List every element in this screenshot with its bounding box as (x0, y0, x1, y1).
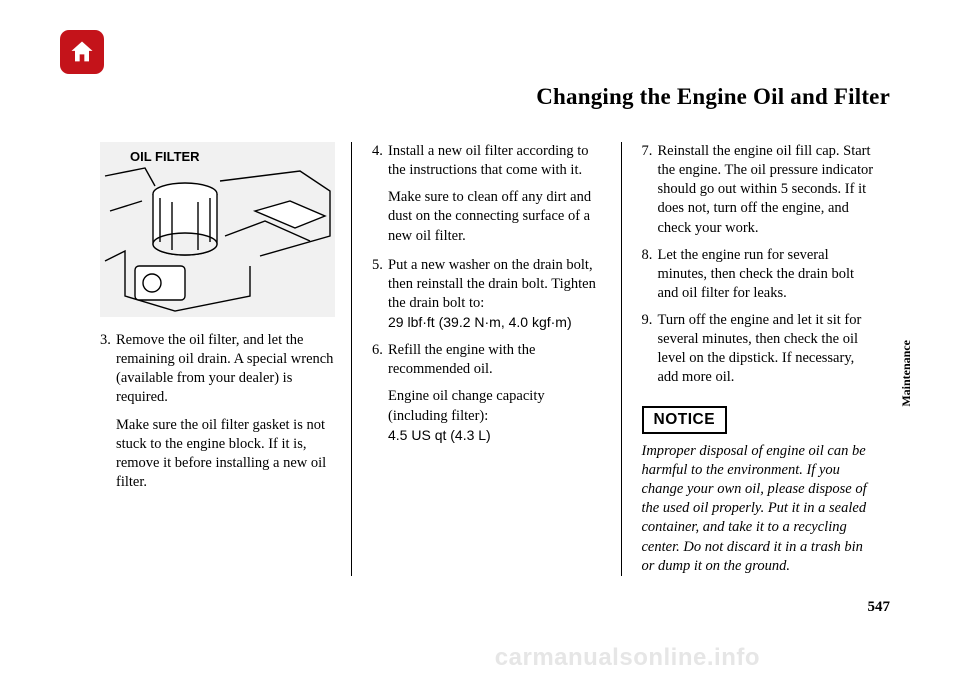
notice-label: NOTICE (642, 406, 728, 434)
oil-filter-diagram-icon (100, 166, 335, 316)
watermark: carmanualsonline.info (495, 644, 760, 672)
step-text: Refill the engine with the recommended o… (388, 341, 605, 379)
step-3-sub: Make sure the oil filter gasket is not s… (116, 416, 335, 493)
capacity-spec: 4.5 US qt (4.3 L) (388, 427, 491, 443)
step-text: Install a new oil filter according to th… (388, 142, 605, 180)
step-text: Put a new washer on the drain bolt, then… (388, 256, 605, 334)
step-6: 6. Refill the engine with the recommende… (372, 341, 605, 379)
column-2: 4. Install a new oil filter according to… (351, 142, 621, 576)
step-6-sub: Engine oil change capacity (including fi… (388, 387, 605, 445)
step-text: Remove the oil filter, and let the remai… (116, 331, 335, 408)
step-8: 8. Let the engine run for several minute… (642, 246, 875, 303)
manual-page: Changing the Engine Oil and Filter OIL F… (0, 0, 960, 688)
step-number: 9. (642, 311, 658, 388)
content-columns: OIL FILTER (100, 142, 890, 576)
page-number: 547 (868, 599, 891, 616)
step-text: Let the engine run for several minutes, … (658, 246, 875, 303)
step-number: 5. (372, 256, 388, 334)
step-7: 7. Reinstall the engine oil fill cap. St… (642, 142, 875, 238)
step-number: 3. (100, 331, 116, 408)
step-5: 5. Put a new washer on the drain bolt, t… (372, 256, 605, 334)
page-title: Changing the Engine Oil and Filter (536, 84, 890, 110)
column-3: 7. Reinstall the engine oil fill cap. St… (621, 142, 891, 576)
step-number: 7. (642, 142, 658, 238)
capacity-label: Engine oil change capacity (including fi… (388, 388, 545, 423)
column-1: OIL FILTER (100, 142, 351, 576)
step-text: Turn off the engine and let it sit for s… (658, 311, 875, 388)
step-3: 3. Remove the oil filter, and let the re… (100, 331, 335, 408)
torque-spec: 29 lbf·ft (39.2 N·m, 4.0 kgf·m) (388, 314, 572, 330)
oil-filter-illustration: OIL FILTER (100, 142, 335, 317)
home-button[interactable] (60, 30, 104, 74)
step-number: 4. (372, 142, 388, 180)
step-number: 6. (372, 341, 388, 379)
step-number: 8. (642, 246, 658, 303)
step-text: Reinstall the engine oil fill cap. Start… (658, 142, 875, 238)
illustration-label: OIL FILTER (130, 148, 200, 165)
step-5-body: Put a new washer on the drain bolt, then… (388, 257, 596, 311)
notice-text: Improper disposal of engine oil can be h… (642, 442, 875, 576)
home-icon (68, 38, 96, 66)
section-tab: Maintenance (899, 340, 914, 407)
step-9: 9. Turn off the engine and let it sit fo… (642, 311, 875, 388)
step-4-sub: Make sure to clean off any dirt and dust… (388, 188, 605, 245)
step-4: 4. Install a new oil filter according to… (372, 142, 605, 180)
